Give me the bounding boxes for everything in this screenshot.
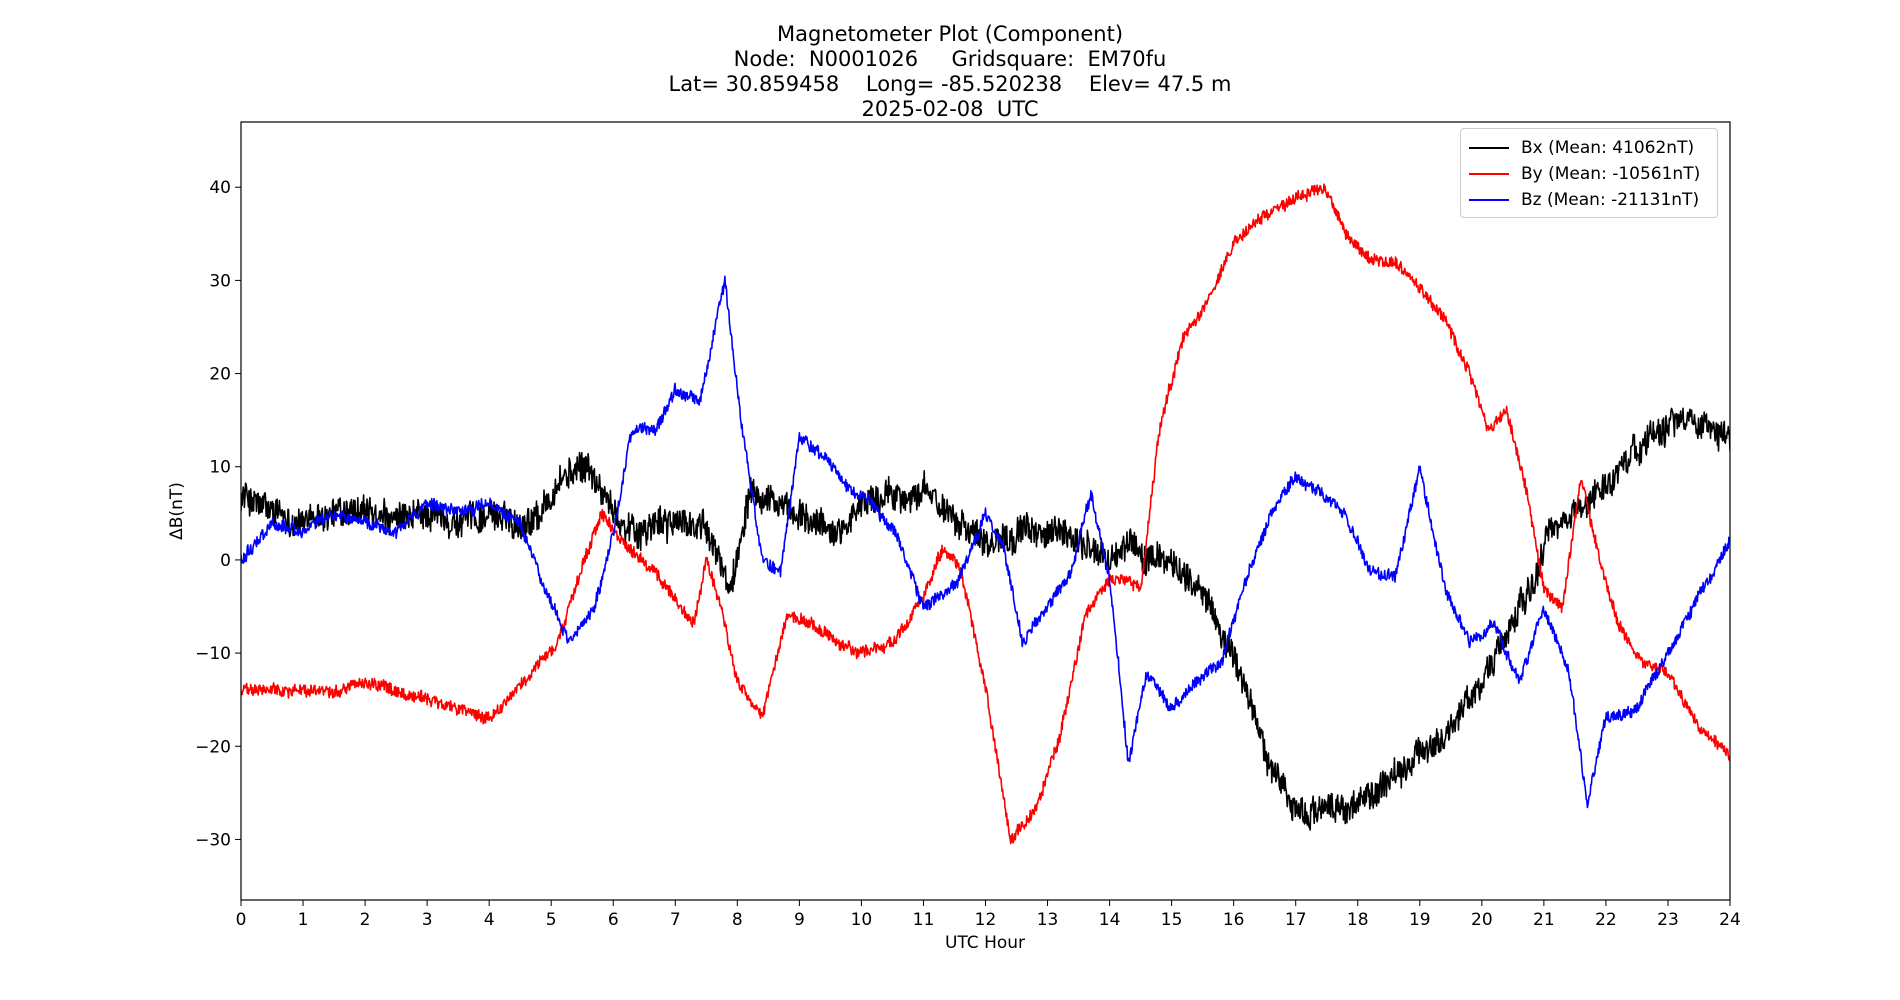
series-line-bx [241,407,1730,831]
x-ticks: 0 1 2 3 4 5 6 7 8 9 10 11 12 13 14 15 16 17 18 19 20 21 22 23 24 [236,900,1741,930]
x-tick-label: 23 [1657,910,1679,930]
x-tick-label: 15 [1161,910,1183,930]
x-tick-label: 13 [1037,910,1059,930]
x-axis-label: UTC Hour [945,933,1025,953]
x-tick-label: 2 [360,910,371,930]
legend-label-by: By (Mean: -10561nT) [1521,164,1701,184]
y-tick-label: 0 [220,551,231,571]
series-line-bz [241,275,1730,809]
x-tick-label: 5 [546,910,557,930]
x-tick-label: 6 [608,910,619,930]
legend-swatch-by [1469,173,1509,175]
legend-label-bz: Bz (Mean: -21131nT) [1521,190,1700,210]
y-tick-label: −10 [195,644,231,664]
legend: Bx (Mean: 41062nT) By (Mean: -10561nT) B… [1460,128,1718,218]
y-tick-label: −30 [195,830,231,850]
title-line-2: Node: N0001026 Gridsquare: EM70fu [733,47,1167,71]
x-tick-label: 21 [1533,910,1555,930]
x-tick-label: 3 [422,910,433,930]
x-tick-label: 7 [670,910,681,930]
x-tick-label: 16 [1223,910,1245,930]
x-tick-label: 12 [975,910,997,930]
legend-item-by: By (Mean: -10561nT) [1469,161,1709,187]
x-tick-label: 4 [484,910,495,930]
x-tick-label: 11 [913,910,935,930]
x-tick-label: 18 [1347,910,1369,930]
legend-swatch-bx [1469,147,1509,149]
legend-item-bz: Bz (Mean: -21131nT) [1469,187,1709,213]
title-line-1: Magnetometer Plot (Component) [776,22,1124,46]
x-tick-label: 17 [1285,910,1307,930]
legend-label-bx: Bx (Mean: 41062nT) [1521,138,1695,158]
y-axis-label: ΔB(nT) [167,482,187,540]
title-line-3: Lat= 30.859458 Long= -85.520238 Elev= 47… [668,72,1232,96]
legend-item-bx: Bx (Mean: 41062nT) [1469,135,1709,161]
chart-title: Magnetometer Plot (Component) Node: N000… [0,22,1900,122]
x-tick-label: 22 [1595,910,1617,930]
y-tick-label: 40 [209,178,231,198]
x-tick-label: 9 [794,910,805,930]
x-tick-label: 14 [1099,910,1121,930]
x-tick-label: 20 [1471,910,1493,930]
x-tick-label: 19 [1409,910,1431,930]
title-line-4: 2025-02-08 UTC [861,97,1039,121]
series-layer [241,183,1730,845]
legend-swatch-bz [1469,199,1509,201]
y-ticks: −30 −20 −10 0 10 20 30 40 [195,178,241,850]
y-tick-label: 20 [209,365,231,385]
x-tick-label: 1 [298,910,309,930]
x-tick-label: 8 [732,910,743,930]
y-tick-label: −20 [195,737,231,757]
y-tick-label: 10 [209,458,231,478]
x-tick-label: 24 [1719,910,1741,930]
y-tick-label: 30 [209,271,231,291]
x-tick-label: 0 [236,910,247,930]
x-tick-label: 10 [851,910,873,930]
series-line-by [241,183,1730,845]
